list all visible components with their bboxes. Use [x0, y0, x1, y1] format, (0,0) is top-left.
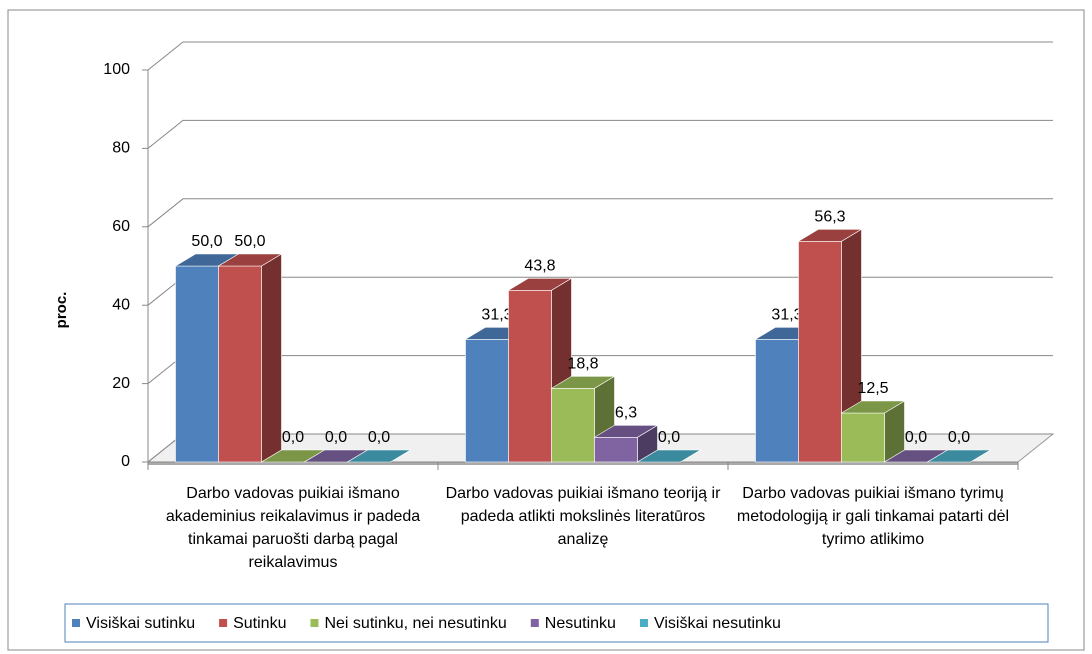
legend-label: Visiškai nesutinku — [654, 615, 781, 632]
y-axis-title: proc. — [53, 292, 70, 329]
legend-label: Nesutinku — [545, 615, 616, 632]
x-tick-label: Darbo vadovas puikiai išmano tyrimų meto… — [736, 485, 1010, 548]
grid-line — [147, 41, 1053, 71]
legend-label: Visiškai sutinku — [86, 615, 195, 632]
data-label: 0,0 — [368, 429, 390, 446]
data-label: 6,3 — [615, 405, 637, 422]
data-label: 0,0 — [948, 429, 970, 446]
bar — [755, 339, 799, 463]
floor-shadow — [148, 462, 1018, 465]
bar — [841, 412, 885, 463]
bar-top — [840, 400, 906, 414]
data-label: 0,0 — [325, 429, 347, 446]
legend-swatch — [72, 619, 80, 627]
bar-top — [926, 449, 992, 463]
bar-side — [261, 253, 282, 463]
bar — [218, 265, 262, 463]
bar-top — [507, 278, 573, 291]
data-label: 50,0 — [234, 233, 265, 250]
bar — [798, 241, 842, 463]
x-tick-label: Darbo vadovas puikiai išmano akademinius… — [165, 485, 421, 571]
y-tick-label: 80 — [112, 140, 130, 157]
bar-top — [346, 449, 412, 463]
y-tick-label: 100 — [103, 61, 130, 78]
data-label: 18,8 — [567, 356, 598, 373]
bar-top — [636, 449, 702, 463]
data-label: 56,3 — [814, 209, 845, 226]
data-label: 12,5 — [857, 380, 888, 397]
data-label: 43,8 — [524, 258, 555, 275]
bar-top — [593, 425, 659, 438]
grid-line — [147, 198, 1053, 228]
legend-label: Sutinku — [233, 615, 286, 632]
data-label: 50,0 — [191, 233, 222, 250]
bar — [465, 339, 509, 463]
bar-top — [797, 229, 863, 242]
data-label: 0,0 — [905, 429, 927, 446]
y-tick-label: 40 — [112, 296, 130, 313]
legend-label: Nei sutinku, nei nesutinku — [324, 615, 506, 632]
bar — [508, 290, 552, 463]
bar-top — [550, 376, 616, 389]
y-tick-label: 20 — [112, 375, 130, 392]
legend-swatch — [639, 619, 648, 627]
bar-top — [217, 253, 283, 267]
data-label: 0,0 — [282, 429, 304, 446]
grid-line — [147, 119, 1053, 149]
legend-box — [64, 603, 1049, 643]
x-tick-label: Darbo vadovas puikiai išmano teoriją ir … — [445, 485, 721, 548]
bar — [175, 265, 219, 463]
legend-swatch — [219, 619, 228, 627]
data-label: 0,0 — [658, 429, 680, 446]
legend-swatch — [310, 619, 319, 627]
y-tick-label: 60 — [112, 218, 130, 235]
y-tick-label: 0 — [121, 453, 130, 470]
data-label: 31,3 — [771, 307, 802, 324]
data-label: 31,3 — [481, 307, 512, 324]
bar — [594, 437, 638, 463]
legend-swatch — [530, 619, 539, 627]
bar — [551, 388, 595, 463]
